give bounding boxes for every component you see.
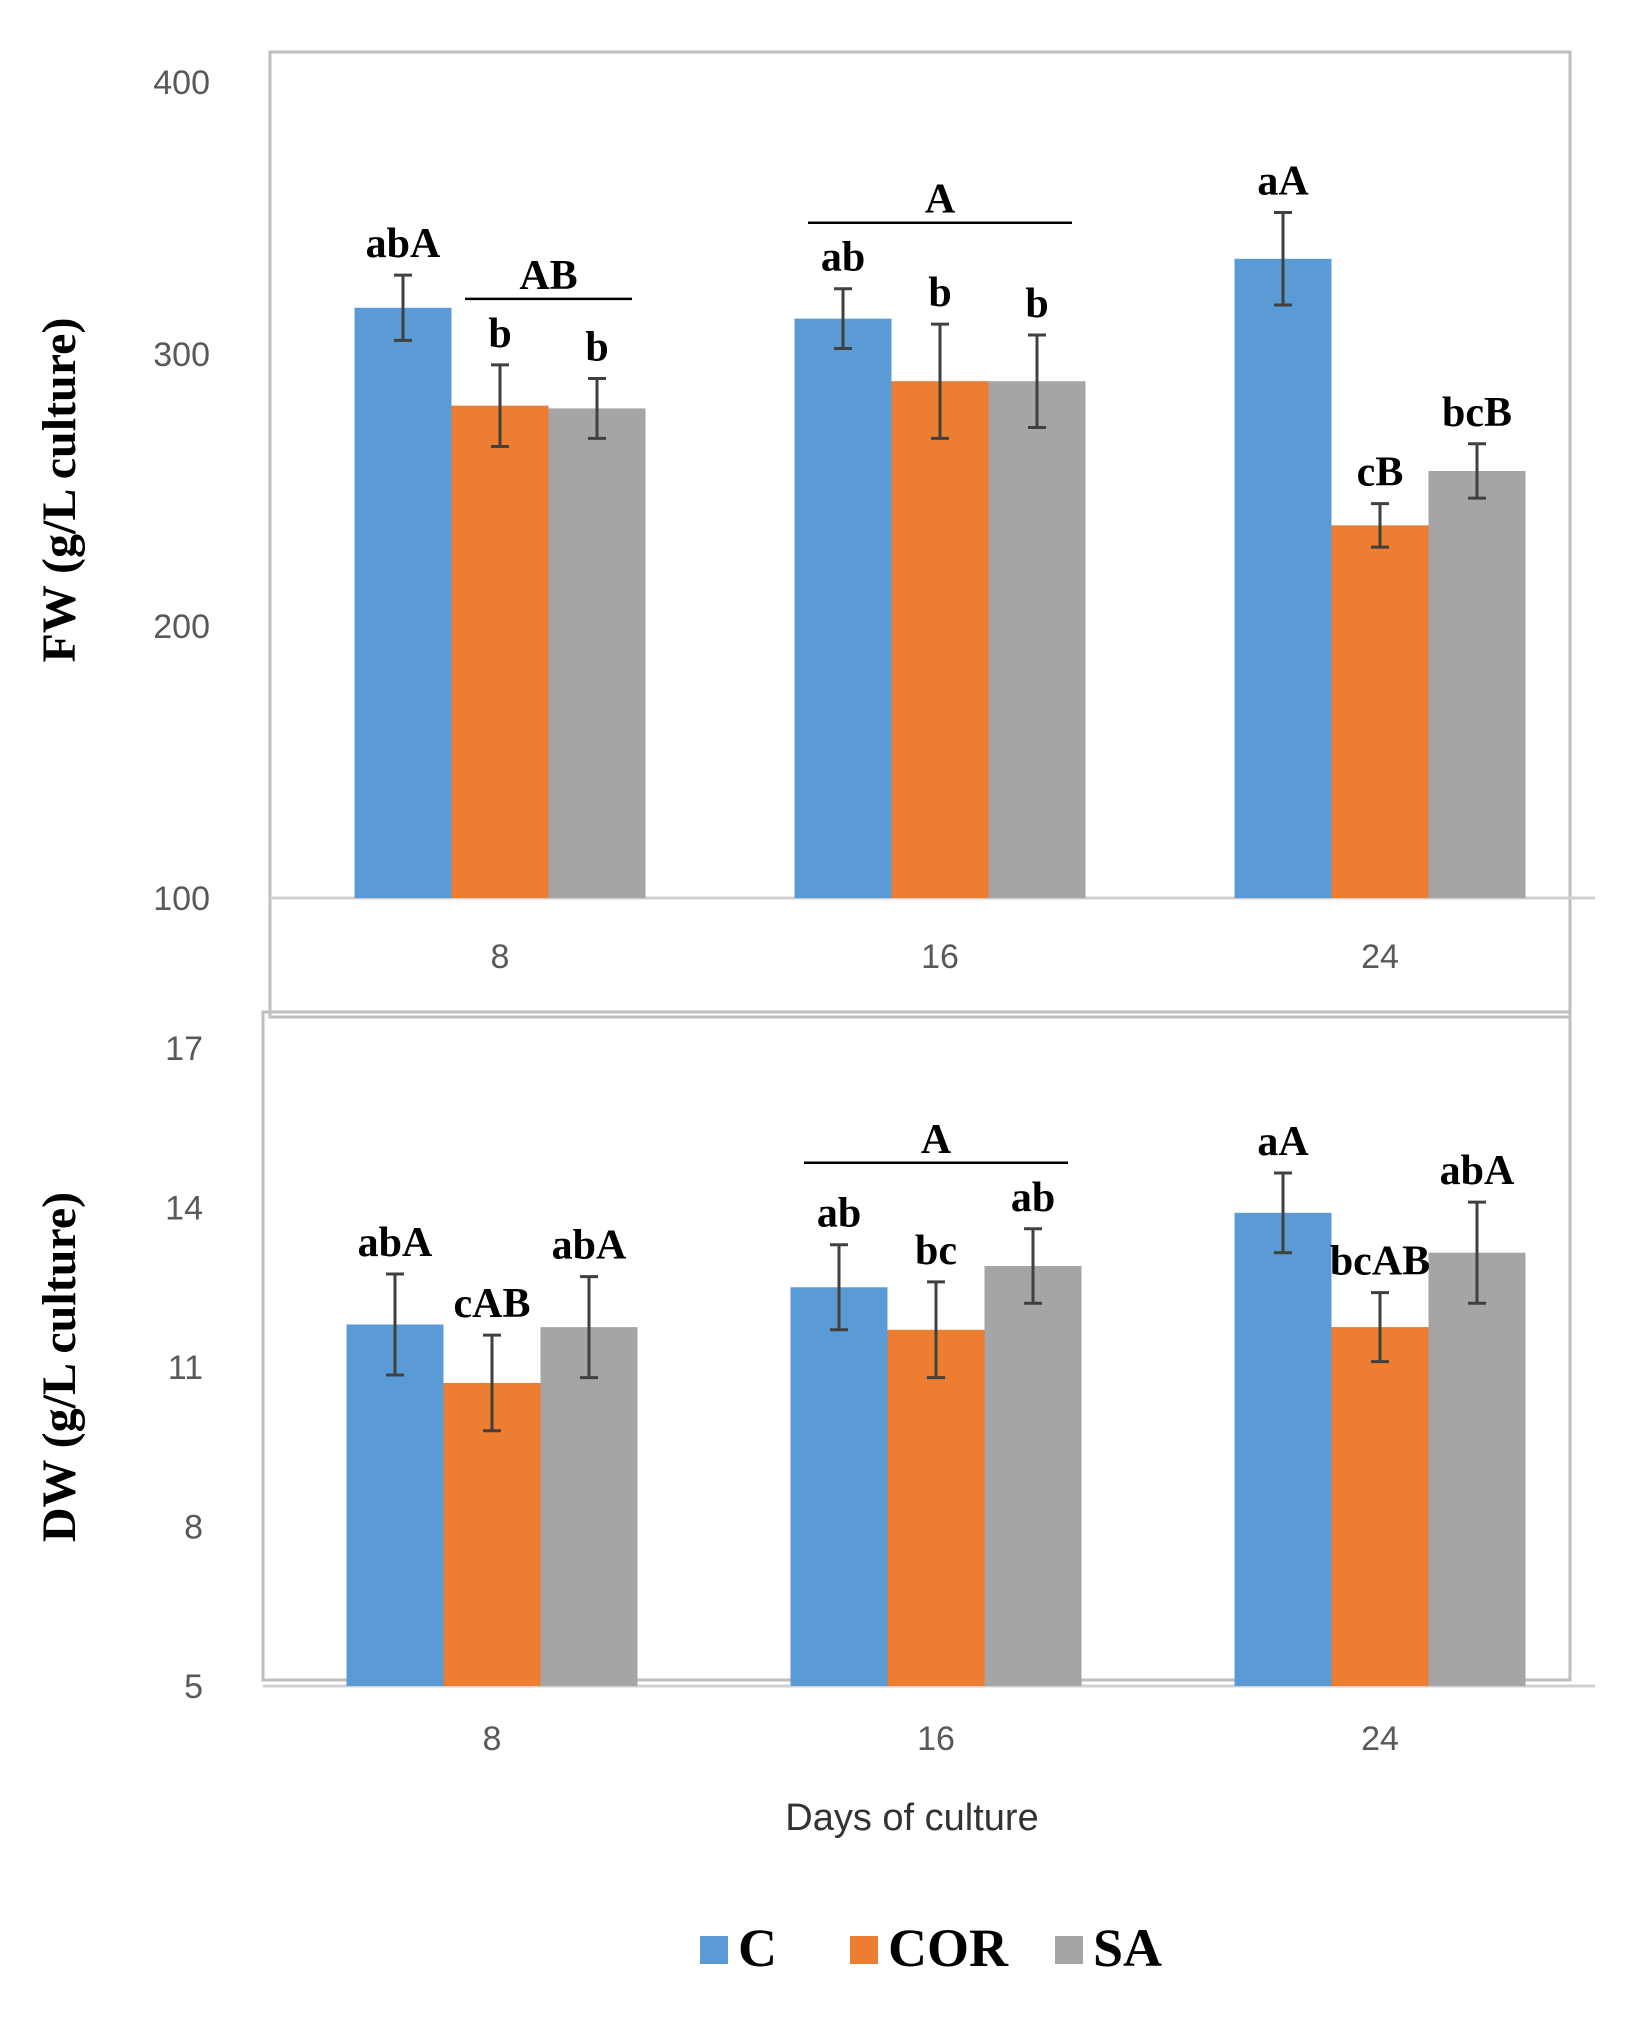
bar-c-24 <box>1234 258 1332 898</box>
y-tick-label: 11 <box>168 1349 203 1387</box>
significance-label: bcB <box>1442 390 1512 436</box>
group-significance-label: AB <box>519 253 577 299</box>
y-tick-label: 300 <box>153 336 210 374</box>
x-tick-label: 24 <box>1361 1720 1399 1758</box>
significance-label: abA <box>366 221 441 267</box>
bar-c-24 <box>1234 1212 1332 1686</box>
significance-label: bcAB <box>1330 1239 1430 1285</box>
y-axis-label: FW (g/L culture) <box>33 318 86 663</box>
group-significance-label: A <box>925 177 956 223</box>
significance-label: b <box>488 311 511 357</box>
x-tick-label: 16 <box>917 1720 955 1758</box>
bar-sa-16 <box>984 1265 1082 1686</box>
bar-cor-16 <box>891 381 989 898</box>
bar-c-8 <box>346 1324 444 1686</box>
y-axis-label: DW (g/L culture) <box>33 1192 86 1542</box>
x-tick-label: 16 <box>921 938 959 976</box>
significance-label: b <box>1025 281 1048 327</box>
y-tick-label: 8 <box>184 1509 203 1547</box>
significance-label: abA <box>1440 1148 1515 1194</box>
x-tick-label: 8 <box>491 938 510 976</box>
group-significance-label: A <box>921 1117 952 1163</box>
significance-label: ab <box>817 1191 861 1237</box>
significance-label: b <box>928 270 951 316</box>
y-tick-label: 5 <box>184 1668 203 1706</box>
x-axis-label: Days of culture <box>785 1797 1038 1839</box>
significance-label: aA <box>1257 1119 1309 1165</box>
bar-sa-8 <box>548 408 646 898</box>
dw-chart-panel: 5 8 11 14 17 DW (g/L culture) 8 16 24 Days of cul… <box>33 1010 1595 1839</box>
x-tick-label: 24 <box>1361 938 1399 976</box>
significance-label: bc <box>915 1228 957 1274</box>
significance-label: cAB <box>454 1281 531 1327</box>
y-tick-label: 100 <box>153 880 210 918</box>
bar-c-8 <box>354 307 452 898</box>
y-tick-label: 200 <box>153 608 210 646</box>
y-tick-label: 14 <box>165 1190 203 1228</box>
legend-label-cor: COR <box>888 1918 1009 1978</box>
significance-label: abA <box>358 1220 433 1266</box>
x-tick-label: 8 <box>483 1720 502 1758</box>
legend-swatch-c <box>700 1936 728 1964</box>
legend-swatch-sa <box>1055 1936 1083 1964</box>
bar-cor-8 <box>451 405 549 898</box>
bar-sa-24 <box>1428 470 1526 898</box>
legend-swatch-cor <box>850 1936 878 1964</box>
bar-cor-16 <box>887 1329 985 1686</box>
bar-sa-24 <box>1428 1252 1526 1686</box>
bar-cor-8 <box>443 1382 541 1686</box>
bar-sa-16 <box>988 381 1086 898</box>
significance-label: cB <box>1357 450 1404 496</box>
legend: C COR SA <box>700 1918 1162 1978</box>
legend-label-sa: SA <box>1093 1918 1162 1978</box>
significance-label: ab <box>821 235 865 281</box>
bar-c-16 <box>794 318 892 898</box>
bar-sa-8 <box>540 1327 638 1686</box>
legend-label-c: C <box>738 1918 777 1978</box>
bar-cor-24 <box>1331 525 1429 898</box>
y-tick-label: 400 <box>153 64 210 102</box>
significance-label: aA <box>1257 159 1309 205</box>
significance-label: b <box>585 324 608 370</box>
bar-c-16 <box>790 1287 888 1686</box>
y-tick-label: 17 <box>165 1030 203 1068</box>
significance-label: ab <box>1011 1175 1055 1221</box>
chart-frame <box>268 50 1572 1019</box>
significance-label: abA <box>552 1223 627 1269</box>
bar-cor-24 <box>1331 1327 1429 1686</box>
